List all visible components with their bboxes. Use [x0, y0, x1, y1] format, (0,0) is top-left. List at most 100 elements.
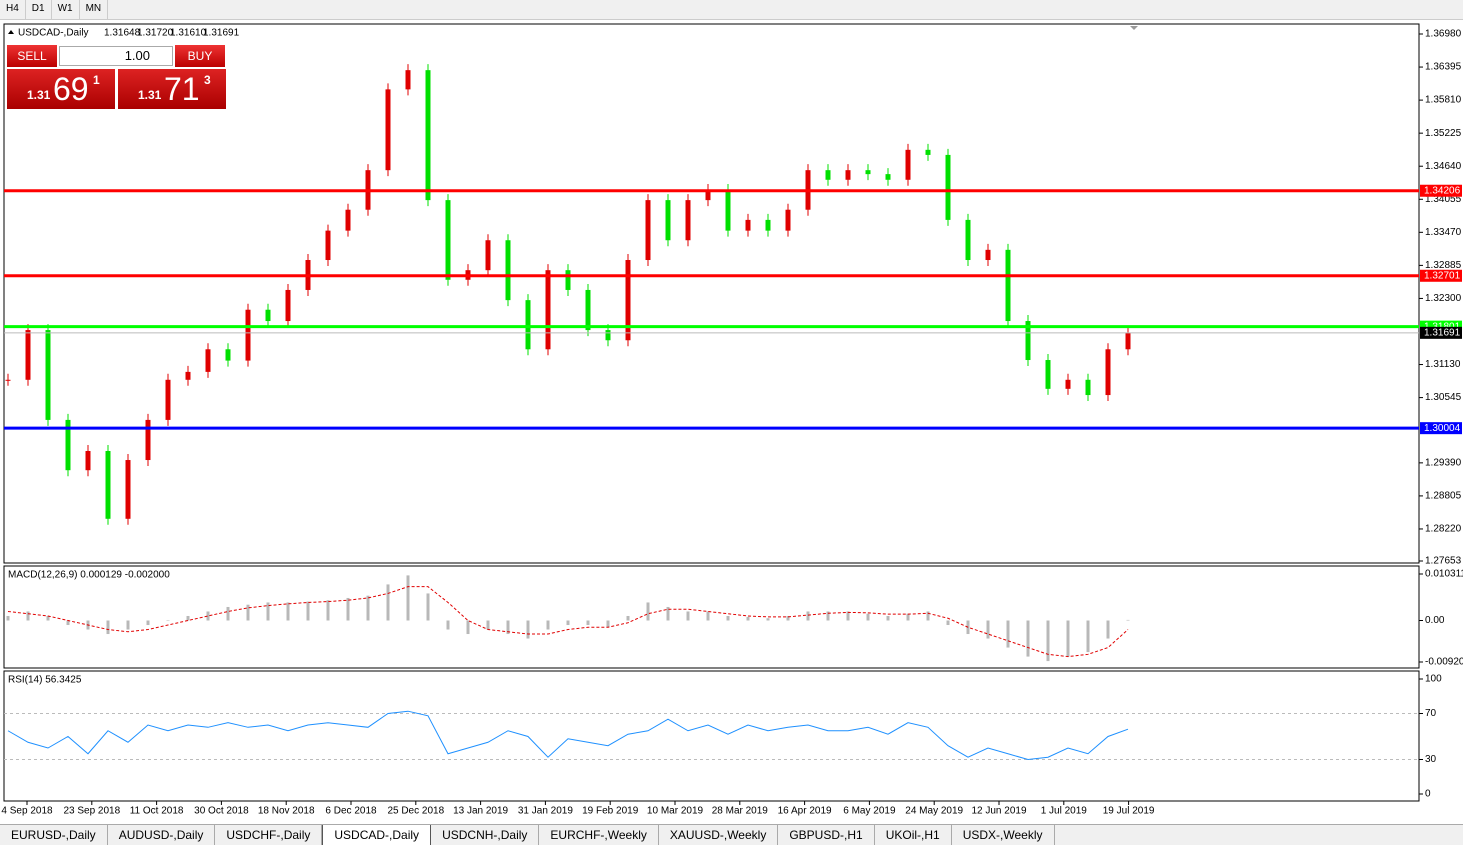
candle-body: [245, 309, 251, 361]
macd-bar: [466, 620, 470, 635]
macd-tick-label: 0.010311: [1425, 569, 1463, 580]
y-tick-label: 1.33470: [1425, 227, 1462, 238]
macd-bar: [406, 575, 410, 621]
macd-bar: [146, 620, 150, 626]
macd-bar: [726, 615, 730, 621]
macd-bar: [186, 615, 190, 621]
candle-body: [1065, 379, 1071, 389]
macd-bar: [846, 611, 850, 621]
level-label-box: [1420, 269, 1462, 282]
timeframe-button[interactable]: W1: [52, 0, 80, 19]
sell-button[interactable]: SELL: [7, 45, 57, 67]
macd-bar: [66, 620, 70, 626]
level-label-box: [1420, 184, 1462, 197]
bid-big: 1.31: [27, 88, 51, 102]
ask-quote[interactable]: 1.31 71 3: [118, 69, 226, 109]
bid-main: 69: [53, 71, 89, 107]
timeframe-toolbar: H4 D1 W1 MN: [0, 0, 1463, 20]
x-tick-label: 13 Jan 2019: [453, 806, 508, 817]
macd-bar: [1126, 619, 1130, 621]
rsi-tick-label: 100: [1425, 674, 1442, 685]
chart-tab[interactable]: UKOil-,H1: [875, 825, 952, 845]
header-arrow: [8, 30, 14, 34]
chart-tab[interactable]: USDCHF-,Daily: [215, 825, 323, 845]
macd-bar: [826, 611, 830, 621]
macd-bar: [1046, 620, 1050, 662]
macd-bar: [946, 620, 950, 626]
timeframe-button[interactable]: MN: [80, 0, 109, 19]
candle-body: [25, 330, 31, 380]
candle-body: [85, 450, 91, 471]
macd-tick-label: 0.00: [1425, 615, 1445, 626]
level-label-box: [1420, 422, 1462, 435]
x-tick-label: 18 Nov 2018: [258, 806, 315, 817]
x-tick-label: 6 Dec 2018: [325, 806, 377, 817]
macd-bar: [926, 611, 930, 621]
chart-tab[interactable]: USDCAD-,Daily: [322, 825, 432, 845]
macd-bar: [746, 616, 750, 621]
header-quote: 1.31648: [104, 28, 141, 39]
x-tick-label: 12 Jun 2019: [971, 806, 1026, 817]
chart-tab[interactable]: EURCHF-,Weekly: [539, 825, 659, 845]
candle-body: [905, 149, 911, 180]
x-tick-label: 25 Dec 2018: [387, 806, 444, 817]
macd-bar: [666, 606, 670, 621]
candle-body: [1045, 360, 1051, 389]
chart-tab[interactable]: USDCNH-,Daily: [431, 825, 540, 845]
candle-body: [185, 371, 191, 380]
timeframe-button[interactable]: D1: [26, 0, 52, 19]
macd-bar: [166, 620, 170, 621]
header-quote: 1.31691: [203, 28, 240, 39]
chart: USDCAD-,Daily MACD(12,26,9) 0.000129 -0.…: [1, 23, 1463, 817]
candle-body: [325, 230, 331, 261]
macd-bar: [686, 611, 690, 621]
macd-bar: [366, 595, 370, 621]
level-label: 1.32701: [1424, 270, 1461, 281]
chart-tab[interactable]: XAUUSD-,Weekly: [659, 825, 779, 845]
macd-bar: [626, 615, 630, 621]
macd-bar: [446, 620, 450, 630]
shift-marker: [1130, 26, 1138, 30]
timeframe-button[interactable]: H4: [0, 0, 26, 19]
y-tick-label: 1.31130: [1425, 359, 1461, 370]
ask-small: 3: [204, 73, 211, 87]
candle-body: [1085, 379, 1091, 396]
chart-tab[interactable]: USDX-,Weekly: [952, 825, 1055, 845]
macd-bar: [106, 620, 110, 635]
candle-body: [885, 174, 891, 180]
macd-bar: [526, 620, 530, 639]
y-tick-label: 1.35225: [1425, 128, 1462, 139]
y-tick-label: 1.34640: [1425, 161, 1462, 172]
y-tick-label: 1.34055: [1425, 194, 1462, 205]
macd-bar: [386, 584, 390, 621]
x-tick-label: 23 Sep 2018: [63, 806, 120, 817]
candle-body: [45, 330, 51, 420]
rsi-tick-label: 0: [1425, 789, 1431, 800]
chart-tab[interactable]: AUDUSD-,Daily: [108, 825, 216, 845]
candle-body: [65, 419, 71, 471]
candle-body: [785, 209, 791, 231]
macd-tick-label: -0.009203: [1425, 657, 1463, 668]
candle-body: [665, 200, 671, 241]
x-tick-label: 19 Jul 2019: [1103, 806, 1155, 817]
y-tick-label: 1.35810: [1425, 95, 1462, 106]
chart-tab[interactable]: EURUSD-,Daily: [0, 825, 108, 845]
macd-pane: [3, 565, 1420, 669]
macd-bar: [1066, 620, 1070, 657]
ask-main: 71: [164, 71, 200, 107]
macd-bar: [26, 611, 30, 621]
macd-bar: [1086, 620, 1090, 653]
candle-body: [545, 270, 551, 350]
header-quote: 1.31610: [170, 28, 207, 39]
ask-big: 1.31: [138, 88, 162, 102]
candle-body: [765, 219, 771, 231]
volume-input[interactable]: 1.00: [59, 46, 173, 66]
chart-tab[interactable]: GBPUSD-,H1: [778, 825, 875, 845]
candle-body: [205, 349, 211, 372]
buy-button[interactable]: BUY: [175, 45, 225, 67]
macd-bar: [906, 613, 910, 621]
bid-quote[interactable]: 1.31 69 1: [7, 69, 115, 109]
macd-bar: [426, 593, 430, 621]
level-label: 1.34206: [1424, 185, 1461, 196]
